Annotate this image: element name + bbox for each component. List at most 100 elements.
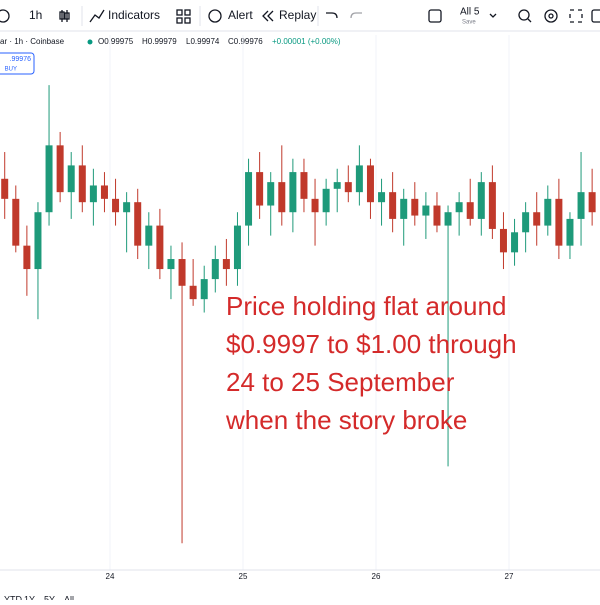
redo-icon[interactable] — [350, 12, 362, 19]
candle-body — [189, 285, 197, 300]
plot — [1, 35, 596, 570]
candle-body — [477, 182, 485, 219]
chart-type-icon[interactable] — [59, 10, 70, 22]
range-button[interactable]: All — [64, 594, 74, 604]
candle-body — [200, 279, 208, 300]
range-button[interactable]: 5Y — [44, 594, 55, 604]
range-button[interactable]: 1Y — [24, 594, 35, 604]
undo-icon[interactable] — [326, 12, 338, 19]
candle-body — [344, 182, 352, 193]
settings-icon[interactable] — [544, 9, 558, 23]
indicators-button[interactable]: Indicators — [108, 8, 160, 22]
alert-icon[interactable] — [208, 9, 222, 23]
candle-body — [233, 225, 241, 270]
candle-body — [23, 245, 31, 270]
candle-body — [89, 185, 97, 203]
candle-body — [555, 198, 563, 246]
range-button[interactable]: YTD — [4, 594, 23, 604]
candle-body — [366, 165, 374, 203]
candle-body — [1, 178, 9, 199]
candle-body — [123, 202, 131, 213]
candle-body — [178, 259, 186, 286]
indicators-icon[interactable] — [89, 9, 105, 23]
range-bar: YTD 1Y 5Y All — [4, 594, 74, 604]
candle-body — [533, 212, 541, 226]
candle-body — [289, 172, 297, 213]
legend: ar · 1h · Coinbase O0.99975 H0.99979 L0.… — [0, 37, 341, 46]
candle-body — [311, 198, 319, 213]
annotation: Price holding flat around $0.9997 to $1.0… — [225, 291, 517, 435]
x-tick-label: 25 — [239, 572, 248, 581]
candle-body — [389, 192, 397, 219]
toolbar: 1h Indicators Alert Replay All 5 Save — [0, 6, 600, 32]
candle-body — [245, 172, 253, 226]
candle-body — [588, 192, 596, 213]
candle-body — [400, 198, 408, 219]
layout-save[interactable]: Save — [462, 20, 476, 26]
annotation-line: Price holding flat around — [226, 291, 506, 321]
candle-body — [56, 145, 64, 193]
candle-body — [134, 202, 142, 246]
candle-body — [145, 225, 153, 246]
legend-change: +0.00001 (+0.00%) — [272, 37, 341, 46]
price-box[interactable]: .99976 BUY — [0, 52, 35, 75]
candle-body — [211, 259, 219, 280]
annotation-line: when the story broke — [225, 405, 467, 435]
candle-body — [499, 228, 507, 253]
snapshot-icon[interactable] — [591, 9, 600, 23]
candle-body — [67, 165, 75, 193]
market-status — [87, 39, 93, 45]
candle-body — [34, 212, 42, 270]
candle-body — [278, 182, 286, 213]
candle-body — [355, 165, 363, 193]
candle-body — [12, 198, 20, 246]
replay-icon-b — [267, 10, 274, 22]
candle-body — [511, 232, 519, 253]
candle-body — [256, 172, 264, 206]
legend-close: C0.99976 — [228, 37, 263, 46]
price-box-action[interactable]: BUY — [5, 67, 17, 73]
annotation-line: 24 to 25 September — [226, 367, 455, 397]
legend-low: L0.99974 — [186, 37, 220, 46]
candle-body — [167, 259, 175, 270]
candle-body — [333, 182, 341, 189]
candle-body — [322, 188, 330, 213]
candle-body — [422, 205, 430, 216]
candle-body — [444, 212, 452, 226]
x-tick-label: 24 — [106, 572, 115, 581]
candle-body — [577, 192, 585, 219]
layout-icon[interactable] — [428, 9, 442, 23]
candle-body — [300, 172, 308, 199]
candle-body — [45, 145, 53, 213]
search-icon[interactable] — [518, 9, 532, 23]
price-box-frame[interactable] — [0, 52, 35, 75]
replay-button[interactable]: Replay — [279, 8, 316, 22]
candle-body — [488, 182, 496, 229]
templates-icon[interactable] — [176, 9, 191, 24]
fullscreen-icon[interactable] — [569, 9, 583, 23]
legend-symbol: ar · 1h · Coinbase — [0, 37, 65, 46]
candle-body — [522, 212, 530, 233]
annotation-line: $0.9997 to $1.00 through — [226, 329, 517, 359]
candle-body — [466, 202, 474, 219]
add-symbol-icon[interactable] — [0, 9, 10, 23]
candle-body — [566, 218, 574, 246]
interval-button[interactable]: 1h — [29, 8, 42, 22]
legend-high: H0.99979 — [142, 37, 177, 46]
candle-body — [156, 225, 164, 270]
x-tick-label: 26 — [372, 572, 381, 581]
price-box-price[interactable]: .99976 — [10, 56, 32, 63]
candle-body — [378, 192, 386, 203]
candle-body — [100, 185, 108, 199]
alert-button[interactable]: Alert — [228, 8, 253, 22]
candle-body — [411, 198, 419, 216]
candle-body — [222, 259, 230, 270]
layout-menu[interactable] — [489, 13, 497, 18]
candle-body — [455, 202, 463, 213]
candle-body — [544, 198, 552, 226]
layout-name[interactable]: All 5 — [460, 7, 480, 18]
candle-body — [433, 205, 441, 226]
replay-icon[interactable] — [262, 10, 269, 22]
